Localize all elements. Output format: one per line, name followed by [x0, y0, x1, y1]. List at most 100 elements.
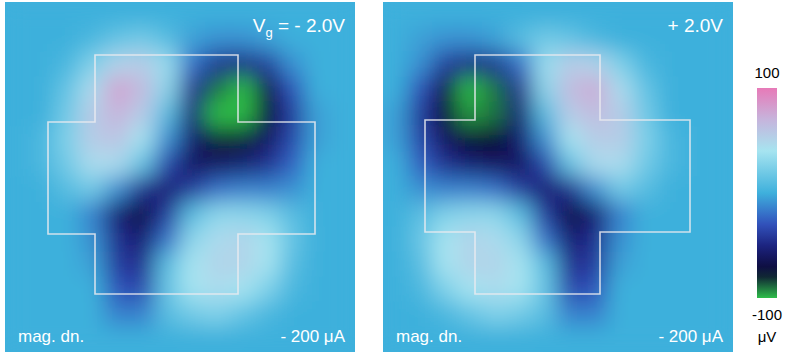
- panel-title: Vg = - 2.0V: [253, 15, 346, 40]
- cell: [280, 52, 306, 78]
- cell: [180, 27, 206, 53]
- cell: [683, 302, 709, 328]
- cell: [608, 202, 634, 228]
- cell: [408, 127, 434, 153]
- cell: [280, 152, 306, 178]
- cell: [433, 302, 459, 328]
- cell: [255, 102, 281, 128]
- cell: [155, 302, 181, 328]
- cell: [383, 52, 409, 78]
- annotation: - 200 μA: [658, 327, 723, 346]
- cell: [155, 227, 181, 253]
- cell: [683, 77, 709, 103]
- cell: [508, 127, 534, 153]
- cell: [5, 152, 31, 178]
- cell: [383, 127, 409, 153]
- cell: [255, 127, 281, 153]
- cell: [330, 252, 356, 278]
- cell: [458, 102, 484, 128]
- cell: [30, 177, 56, 203]
- cell: [55, 52, 81, 78]
- cell: [5, 77, 31, 103]
- cell: [5, 102, 31, 128]
- cell: [383, 102, 409, 128]
- cell: [205, 127, 231, 153]
- cell: [483, 77, 509, 103]
- cell: [155, 277, 181, 303]
- cell: [155, 202, 181, 228]
- cell: [458, 152, 484, 178]
- cell: [608, 127, 634, 153]
- colorbar-tick-label: 100: [754, 64, 779, 81]
- cell: [383, 2, 409, 28]
- cell: [633, 127, 659, 153]
- cell: [558, 102, 584, 128]
- cell: [130, 152, 156, 178]
- cell: [533, 302, 559, 328]
- cell: [408, 252, 434, 278]
- cell: [255, 77, 281, 103]
- cell: [80, 177, 106, 203]
- cell: [30, 227, 56, 253]
- cell: [180, 227, 206, 253]
- cell: [180, 77, 206, 103]
- cell: [583, 202, 609, 228]
- cell: [155, 252, 181, 278]
- cell: [433, 177, 459, 203]
- cell: [433, 102, 459, 128]
- cell: [80, 202, 106, 228]
- cell: [230, 202, 256, 228]
- panel-title: + 2.0V: [668, 15, 724, 36]
- cell: [508, 327, 534, 353]
- cell: [280, 177, 306, 203]
- cell: [180, 252, 206, 278]
- cell: [483, 252, 509, 278]
- cell: [155, 327, 181, 353]
- cell: [408, 77, 434, 103]
- cell: [633, 52, 659, 78]
- colorbar-tick: [757, 88, 777, 89]
- cell: [105, 302, 131, 328]
- cell: [483, 127, 509, 153]
- cell: [330, 227, 356, 253]
- cells: [383, 2, 733, 352]
- cell: [533, 252, 559, 278]
- cell: [508, 252, 534, 278]
- cell: [255, 302, 281, 328]
- cell: [433, 127, 459, 153]
- cell: [255, 202, 281, 228]
- cell: [583, 177, 609, 203]
- cell: [205, 202, 231, 228]
- cell: [583, 327, 609, 353]
- cell: [280, 202, 306, 228]
- background: [5, 2, 355, 352]
- cell: [280, 227, 306, 253]
- cell: [383, 152, 409, 178]
- cell: [408, 202, 434, 228]
- cell: [508, 227, 534, 253]
- cell: [383, 227, 409, 253]
- cell: [5, 27, 31, 53]
- cell: [558, 2, 584, 28]
- cell: [683, 227, 709, 253]
- cell: [330, 152, 356, 178]
- cell: [658, 227, 684, 253]
- cell: [55, 202, 81, 228]
- cell: [305, 127, 331, 153]
- cell: [508, 27, 534, 53]
- cell: [230, 177, 256, 203]
- cell: [55, 277, 81, 303]
- cell: [683, 277, 709, 303]
- cell: [683, 177, 709, 203]
- cell: [408, 302, 434, 328]
- cell: [80, 27, 106, 53]
- cell: [658, 152, 684, 178]
- cell: [205, 102, 231, 128]
- cell: [508, 277, 534, 303]
- cell: [458, 202, 484, 228]
- cell: [633, 2, 659, 28]
- cell: [558, 302, 584, 328]
- cell: [330, 77, 356, 103]
- cell: [305, 277, 331, 303]
- cell: [305, 202, 331, 228]
